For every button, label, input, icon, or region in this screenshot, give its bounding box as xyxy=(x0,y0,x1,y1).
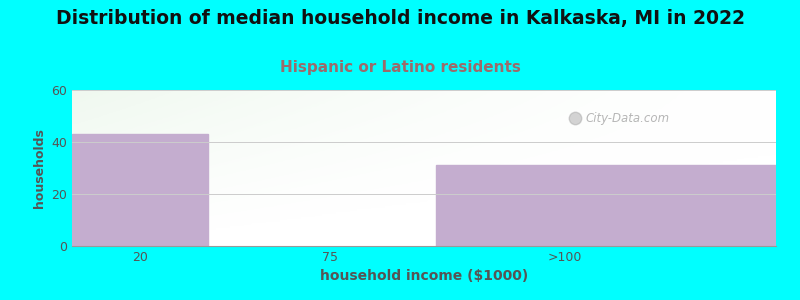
Text: Distribution of median household income in Kalkaska, MI in 2022: Distribution of median household income … xyxy=(55,9,745,28)
Bar xyxy=(436,165,776,246)
Text: City-Data.com: City-Data.com xyxy=(586,112,670,124)
Bar xyxy=(72,134,208,246)
X-axis label: household income ($1000): household income ($1000) xyxy=(320,269,528,284)
Y-axis label: households: households xyxy=(33,128,46,208)
Text: Hispanic or Latino residents: Hispanic or Latino residents xyxy=(279,60,521,75)
